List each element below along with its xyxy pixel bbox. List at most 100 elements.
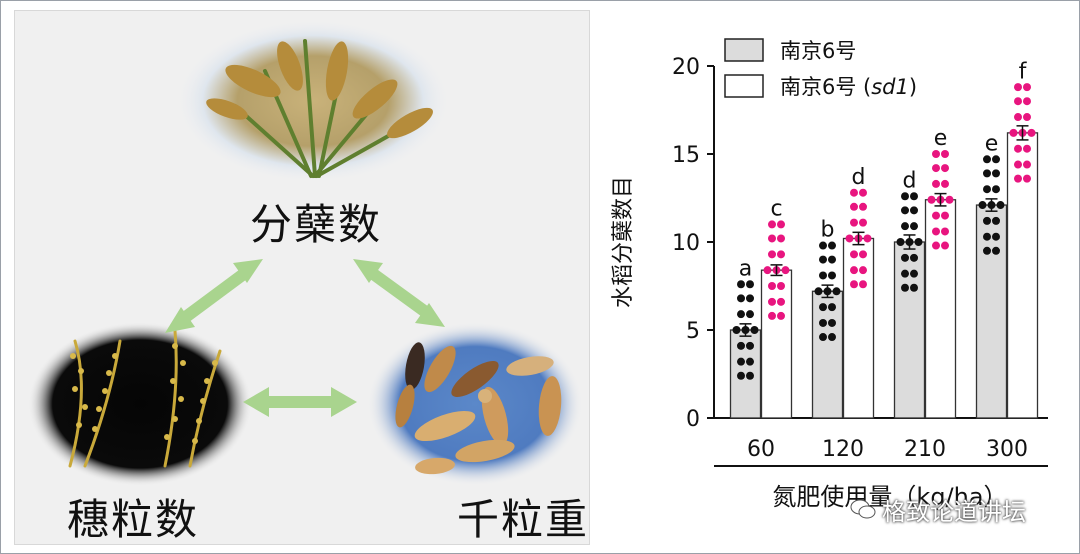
data-point: [941, 164, 949, 173]
data-point: [1023, 83, 1031, 92]
chart-error-bars: [739, 125, 1029, 337]
chart-points: [732, 83, 1036, 380]
data-point: [828, 303, 836, 312]
data-point: [1014, 97, 1022, 106]
data-point: [1014, 113, 1022, 122]
x-tick-label: 60: [747, 437, 775, 462]
data-point: [768, 220, 776, 229]
data-point: [910, 283, 918, 292]
x-tick-label: 300: [986, 437, 1028, 462]
data-point: [850, 280, 858, 289]
data-point: [777, 297, 785, 306]
significance-letter: a: [739, 256, 752, 281]
data-point: [781, 266, 790, 275]
data-point: [850, 188, 858, 197]
data-point: [859, 202, 867, 211]
significance-letter: e: [934, 126, 948, 151]
tiller-number-label: 分蘖数: [250, 200, 383, 249]
data-point: [819, 241, 827, 250]
significance-letter: f: [1019, 59, 1028, 84]
data-point: [983, 232, 991, 241]
data-point: [746, 280, 754, 289]
data-point: [901, 253, 909, 262]
data-point: [828, 255, 836, 264]
data-point: [927, 195, 936, 204]
arrow-panicle-grain: [243, 387, 357, 417]
significance-letter: b: [821, 218, 835, 243]
data-point: [850, 266, 858, 275]
data-point: [732, 326, 741, 334]
data-point: [819, 271, 827, 280]
data-point: [941, 150, 949, 158]
data-point: [910, 192, 918, 201]
data-point: [777, 282, 785, 290]
legend-swatch-sd1: [724, 74, 764, 98]
legend-label-sd1: 南京6号 (sd1): [780, 75, 917, 99]
data-point: [901, 269, 909, 278]
data-point: [746, 357, 754, 366]
arrow-tiller-panicle: [165, 259, 263, 333]
chart-axes: 0 5 10 15 20 60 120 210 300: [672, 55, 1048, 462]
data-point: [945, 195, 954, 204]
data-point: [932, 179, 940, 188]
data-point: [750, 326, 759, 334]
tiller-bar-chart: 南京6号 南京6号 (sd1) 0 5 10 15 20 60 120 210 300 a c b d…: [611, 38, 1048, 511]
data-point: [737, 310, 745, 319]
grains-per-panicle-label: 穗粒数: [67, 495, 200, 544]
data-point: [1014, 83, 1022, 92]
data-point: [828, 333, 836, 342]
arrow-tiller-grain: [353, 259, 445, 327]
data-point: [983, 216, 991, 225]
data-point: [992, 155, 1000, 164]
data-point: [1014, 160, 1022, 169]
data-point: [777, 311, 785, 320]
data-point: [901, 206, 909, 215]
data-point: [777, 250, 785, 259]
data-point: [768, 250, 776, 259]
data-point: [859, 266, 867, 275]
data-point: [828, 271, 836, 280]
data-point: [983, 185, 991, 194]
data-point: [932, 211, 940, 220]
watermark: 格致论道讲坛: [850, 494, 1026, 526]
y-tick-label: 20: [672, 55, 700, 80]
data-point: [814, 287, 823, 296]
data-point: [941, 179, 949, 188]
data-point: [992, 232, 1000, 241]
x-axis-label: 氮肥使用量（kg/ha）: [772, 483, 1007, 511]
data-point: [992, 185, 1000, 194]
data-point: [859, 250, 867, 259]
data-point: [1009, 128, 1018, 137]
data-point: [777, 234, 785, 243]
data-point: [983, 246, 991, 255]
data-point: [910, 206, 918, 215]
data-point: [941, 227, 949, 236]
data-point: [941, 241, 949, 250]
y-tick-label: 0: [686, 407, 700, 432]
data-point: [932, 227, 940, 236]
significance-letter: d: [852, 165, 866, 190]
grain-image: [367, 322, 583, 486]
data-point: [1023, 174, 1031, 183]
data-point: [978, 201, 987, 210]
data-point: [941, 211, 949, 220]
chart-legend: 南京6号 南京6号 (sd1): [724, 38, 917, 99]
data-point: [983, 169, 991, 178]
data-point: [1014, 144, 1022, 153]
data-point: [819, 318, 827, 327]
data-point: [992, 169, 1000, 178]
y-tick-label: 15: [672, 143, 700, 168]
data-point: [850, 250, 858, 259]
data-point: [768, 297, 776, 306]
data-point: [910, 269, 918, 278]
chart-bars: [729, 132, 1039, 419]
data-point: [1023, 113, 1031, 122]
data-point: [859, 218, 867, 227]
bar: [975, 204, 1008, 419]
diagram-graphics: [28, 19, 583, 486]
y-tick-label: 10: [672, 231, 700, 256]
data-point: [768, 282, 776, 290]
data-point: [746, 371, 754, 380]
data-point: [850, 202, 858, 211]
data-point: [1023, 160, 1031, 169]
